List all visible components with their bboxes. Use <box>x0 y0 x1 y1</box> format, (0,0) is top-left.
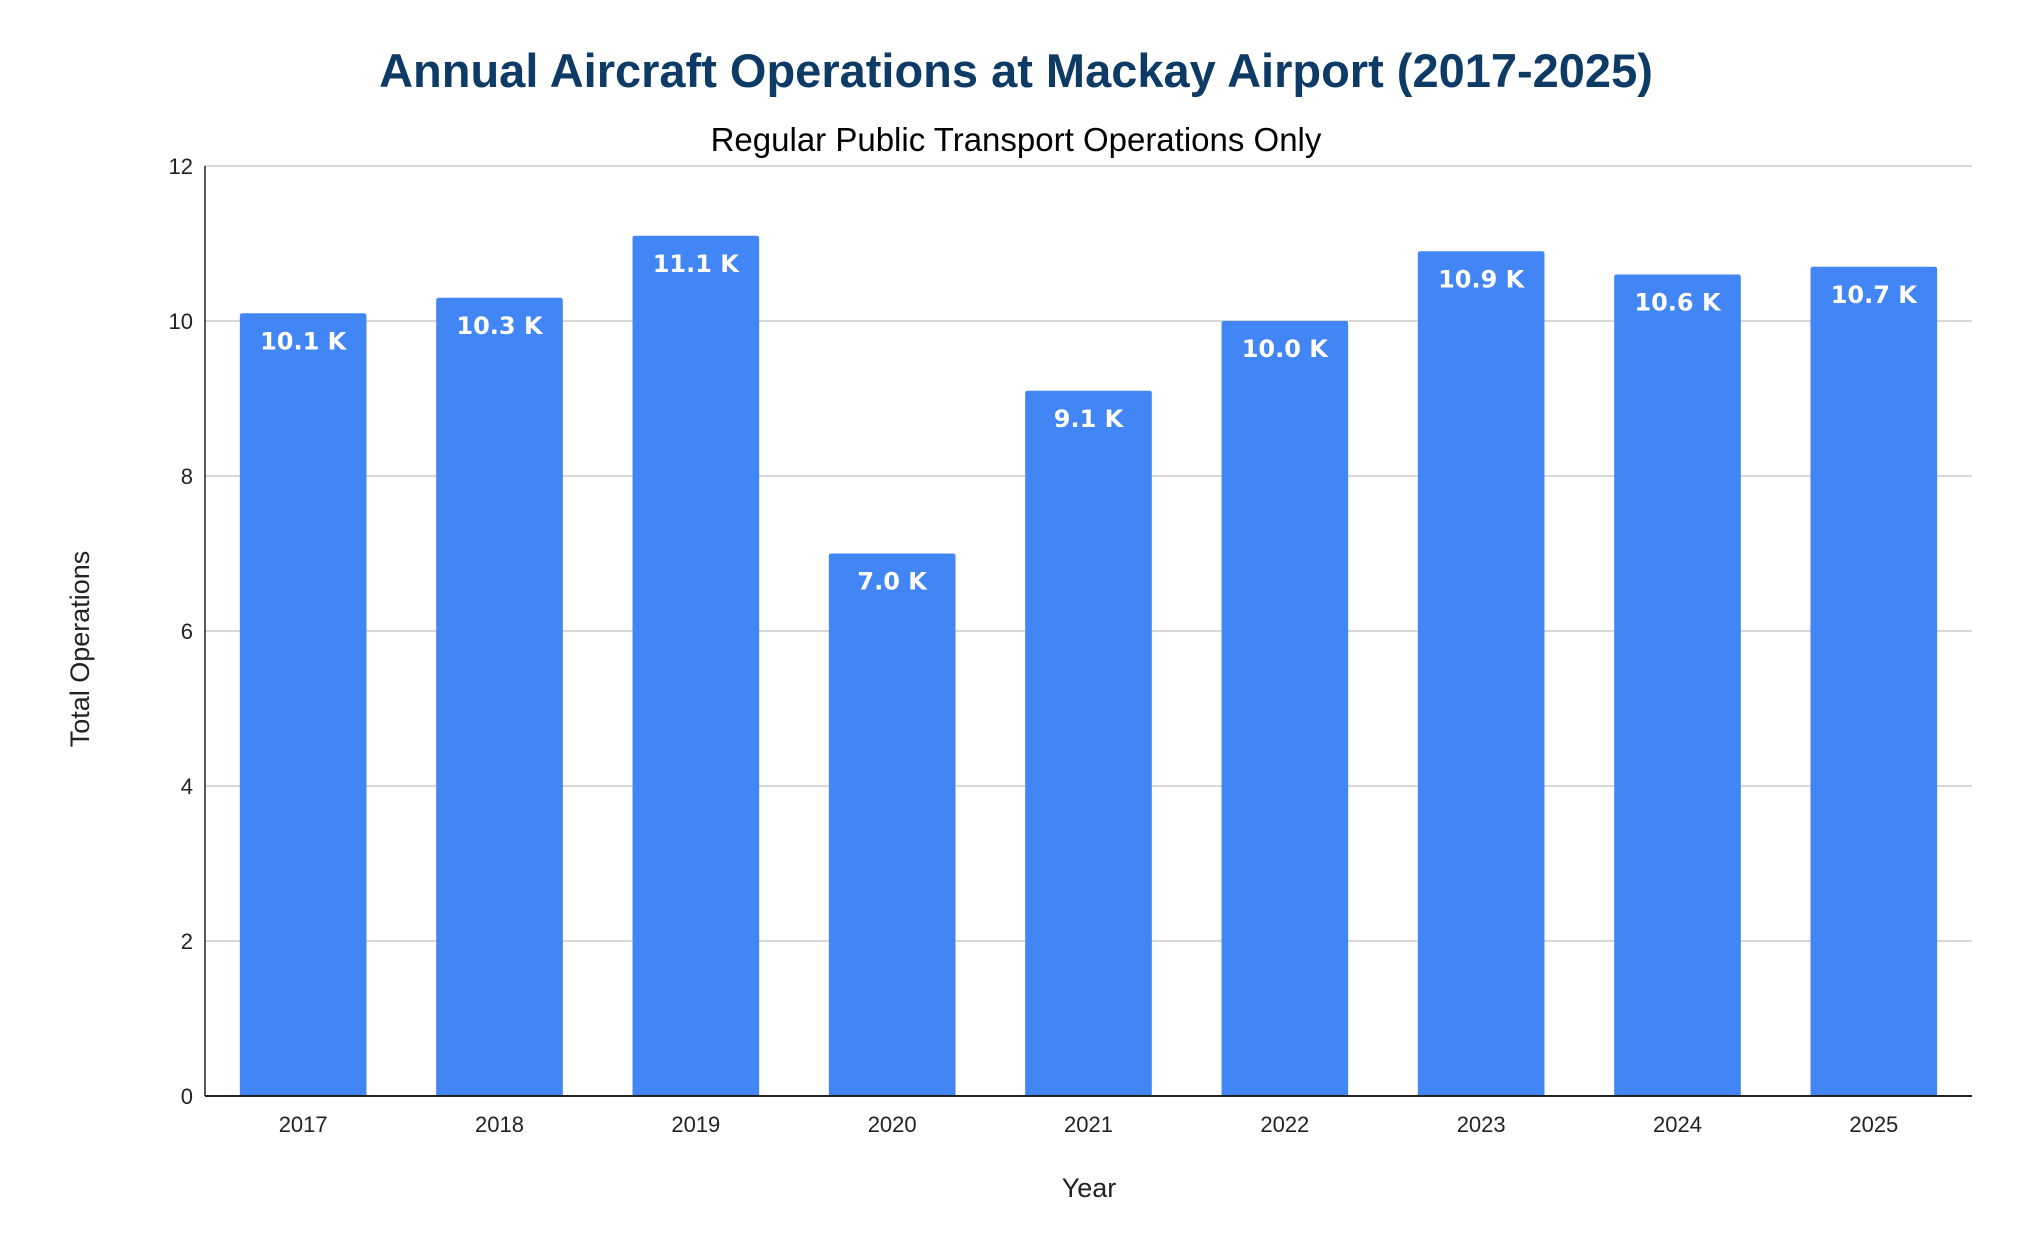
y-tick-label: 8 <box>181 464 193 489</box>
data-labels: 10.1 K 10.3 K 11.1 K 7.0 K 9.1 K 10.0 K 10.9 K… <box>260 250 1918 596</box>
y-tick-label: 10 <box>169 309 193 334</box>
x-tick-label: 2023 <box>1457 1112 1506 1137</box>
y-tick-label: 6 <box>181 619 193 644</box>
axes <box>204 166 1972 1097</box>
x-tick-label: 2017 <box>279 1112 328 1137</box>
y-tick-label: 12 <box>169 154 193 179</box>
x-tick-label: 2024 <box>1653 1112 1702 1137</box>
bar <box>632 235 760 1096</box>
bar <box>828 553 956 1096</box>
bar <box>436 297 563 1096</box>
bar <box>1221 321 1349 1096</box>
data-label: 10.1 K <box>260 327 348 355</box>
data-label: 10.3 K <box>456 312 544 340</box>
data-label: 10.7 K <box>1831 281 1919 309</box>
bar <box>1417 251 1545 1096</box>
y-axis-label: Total Operations <box>65 551 95 748</box>
bar <box>239 313 367 1096</box>
x-tick-label: 2018 <box>475 1112 524 1137</box>
x-tick-label: 2019 <box>671 1112 720 1137</box>
x-tick-labels: 2017 2018 2019 2020 2021 2022 2023 2024 2025 <box>279 1112 1899 1137</box>
bar <box>1614 274 1741 1096</box>
x-axis-label: Year <box>1062 1173 1117 1203</box>
data-label: 9.1 K <box>1054 405 1125 433</box>
y-tick-label: 2 <box>181 929 193 954</box>
data-label: 10.9 K <box>1438 265 1526 293</box>
chart-title: Annual Aircraft Operations at Mackay Air… <box>379 44 1653 97</box>
data-label: 10.6 K <box>1634 289 1722 317</box>
x-tick-label: 2020 <box>868 1112 917 1137</box>
data-label: 7.0 K <box>857 568 928 596</box>
x-tick-label: 2022 <box>1260 1112 1309 1137</box>
y-tick-label: 0 <box>181 1084 193 1109</box>
bar <box>1810 266 1938 1096</box>
bar <box>1025 390 1152 1096</box>
data-label: 11.1 K <box>653 250 741 278</box>
bars <box>239 235 1938 1096</box>
chart-subtitle: Regular Public Transport Operations Only <box>711 121 1322 158</box>
x-tick-label: 2025 <box>1849 1112 1898 1137</box>
y-tick-labels: 0 2 4 6 8 10 12 <box>169 154 193 1109</box>
data-label: 10.0 K <box>1242 335 1330 363</box>
x-tick-label: 2021 <box>1064 1112 1113 1137</box>
y-tick-label: 4 <box>181 774 193 799</box>
